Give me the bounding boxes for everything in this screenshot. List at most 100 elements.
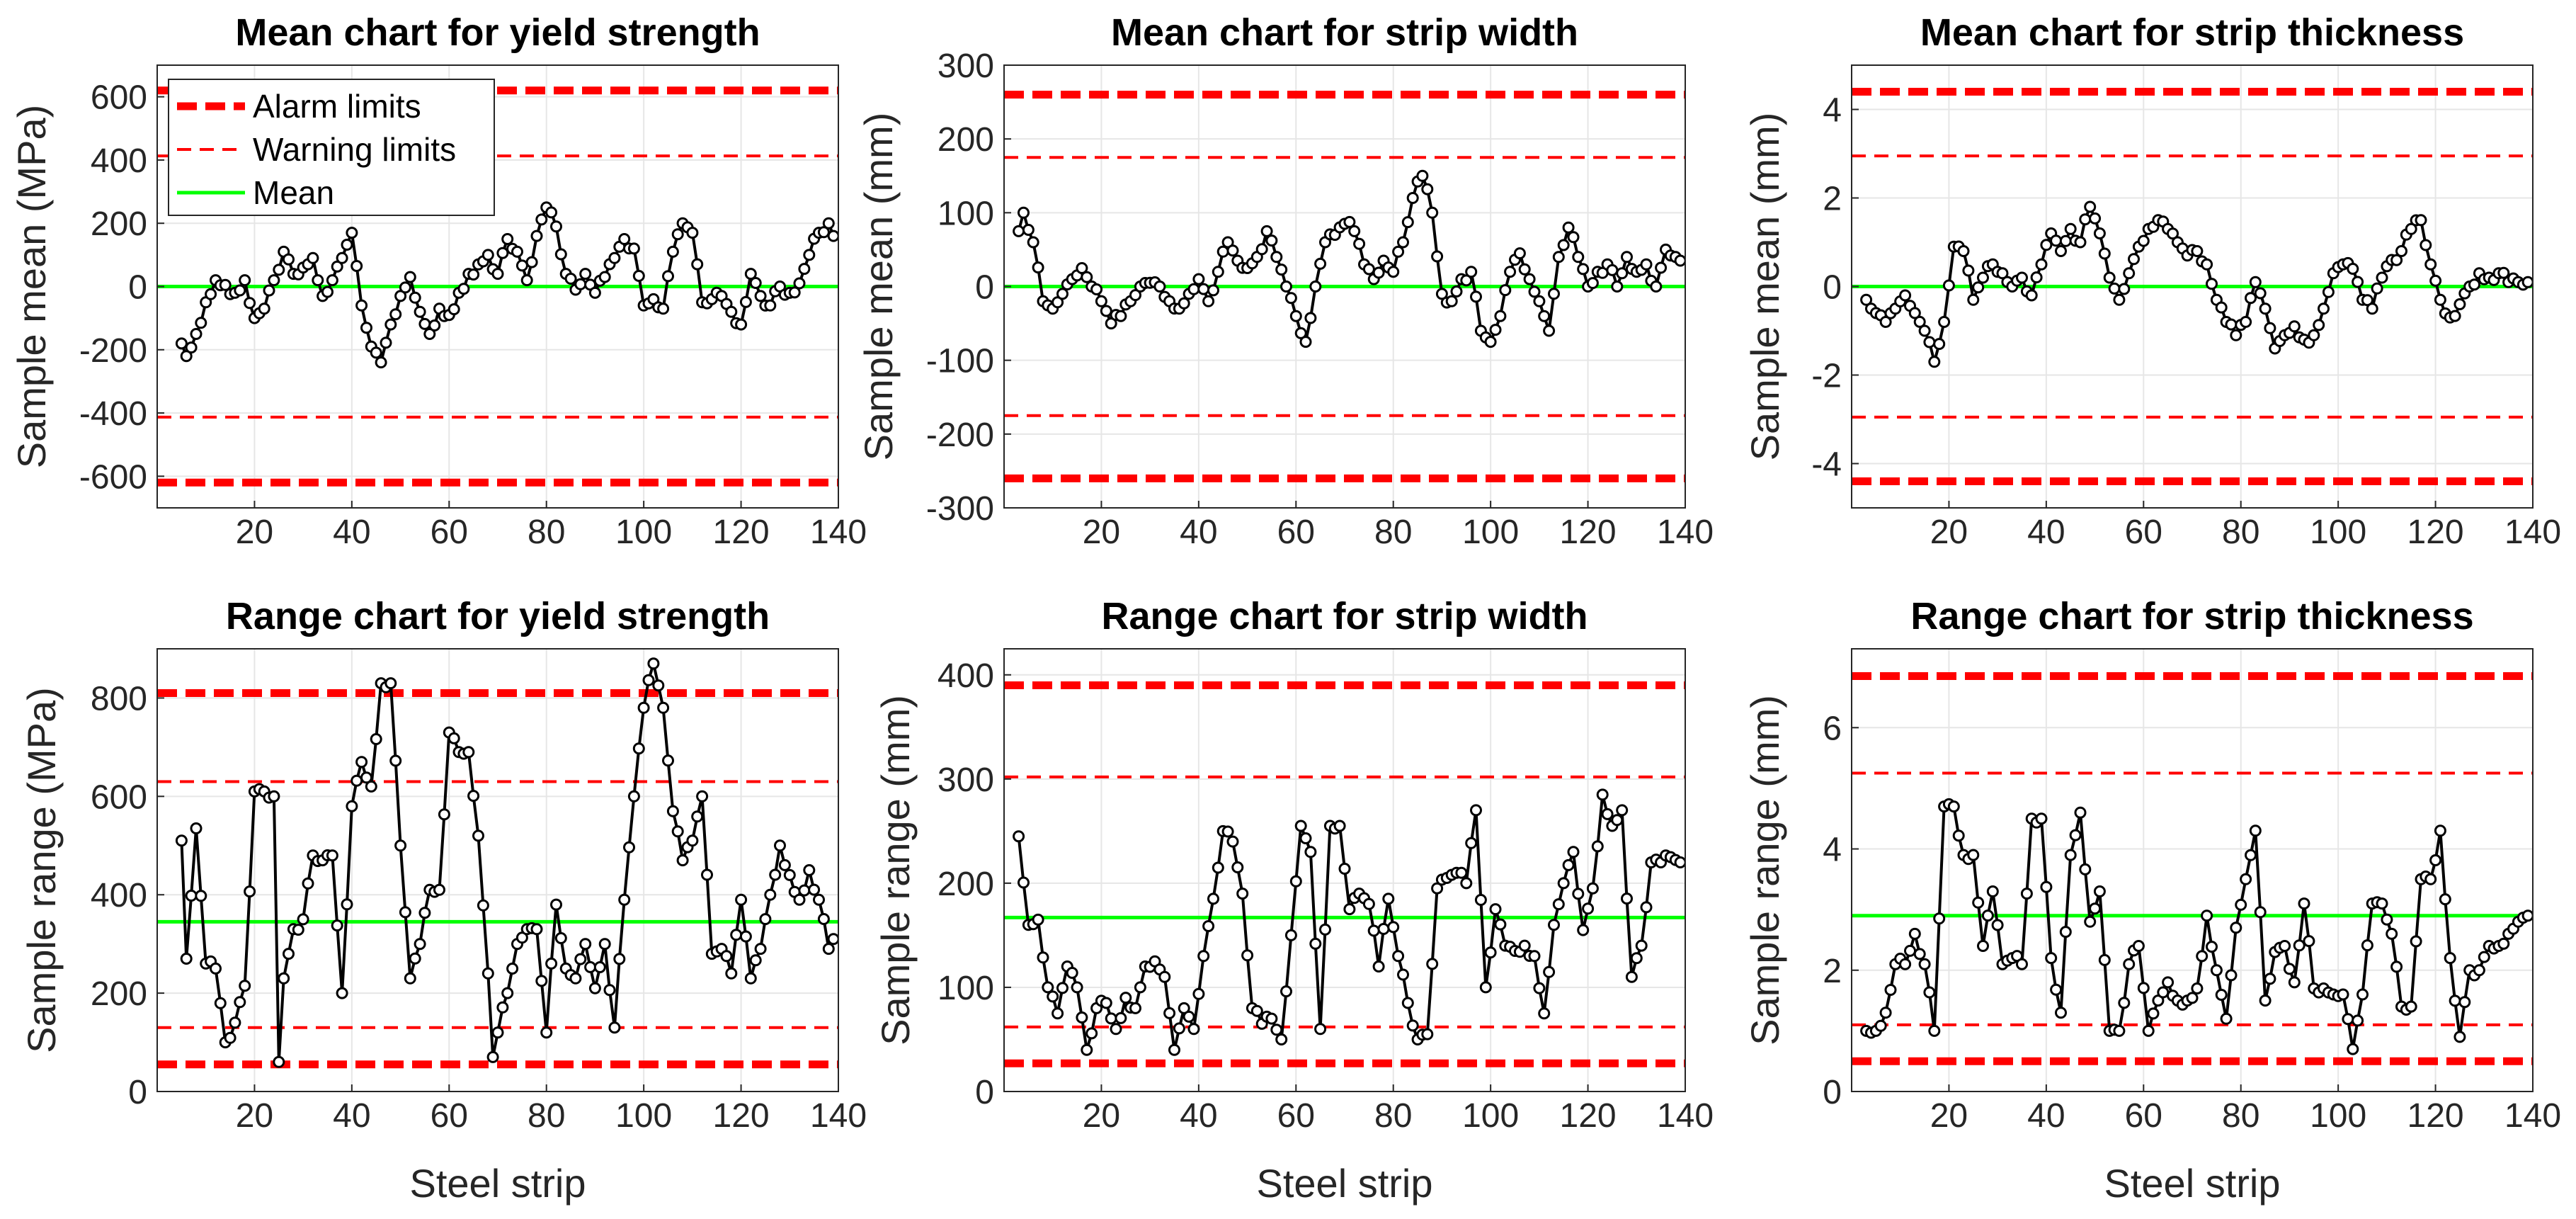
y-tick-label: 100 [937, 195, 994, 232]
data-point [389, 754, 402, 767]
data-point [1178, 1002, 1190, 1014]
data-point [1042, 981, 1054, 994]
data-point [554, 932, 567, 944]
y-tick-label: 300 [937, 47, 994, 85]
legend-alarm-label: Alarm limits [253, 88, 421, 125]
data-series [1013, 169, 1685, 348]
data-point [1470, 804, 1482, 817]
data-point [1129, 1002, 1141, 1014]
axes-box [156, 648, 839, 1092]
data-point [1202, 920, 1215, 932]
data-point [725, 967, 738, 980]
y-tick-label: -400 [79, 395, 147, 433]
data-point [803, 864, 816, 876]
data-point [535, 213, 548, 226]
y-tick-label: -2 [1811, 358, 1842, 395]
data-point [2089, 212, 2102, 225]
data-point [1942, 279, 1955, 292]
x-tick-label: 80 [2222, 1097, 2259, 1135]
data-point [1018, 876, 1030, 889]
data-point [375, 356, 387, 369]
y-tick-label: 400 [91, 877, 147, 914]
data-point [608, 1021, 621, 1034]
data-point [1343, 215, 1356, 228]
data-point [564, 273, 577, 285]
data-point [603, 984, 616, 997]
control-limits [1004, 91, 1685, 482]
data-point [1338, 863, 1351, 875]
data-point [2342, 1013, 2354, 1026]
y-tick-label: 0 [128, 269, 147, 307]
data-point [2264, 973, 2276, 985]
data-point [1280, 280, 1292, 293]
data-point [1265, 1012, 1278, 1025]
data-point [1216, 245, 1229, 258]
data-point [1621, 251, 1633, 263]
y-tick-label: 200 [937, 866, 994, 903]
data-point [1860, 293, 1873, 306]
data-point [754, 290, 767, 302]
data-point [2245, 849, 2257, 861]
x-tick-label: 80 [1374, 514, 1412, 551]
data-point [341, 239, 353, 251]
tick-labels: 20 40 60 80 100 120 140 -4 -2 0 2 4 [1811, 92, 2561, 552]
y-tick-label: 0 [1823, 1074, 1842, 1111]
data-point [2137, 982, 2150, 994]
data-point [1115, 310, 1127, 322]
data-point [1484, 336, 1497, 348]
data-point [2366, 302, 2378, 315]
data-point [671, 825, 684, 838]
data-point [1967, 849, 1980, 861]
x-tick-label: 140 [2504, 514, 2561, 551]
data-point [2201, 258, 2213, 271]
data-point [808, 883, 821, 896]
tick-labels: 20 40 60 80 100 120 140 0 100 200 300 400 [937, 657, 1714, 1135]
data-point [1562, 858, 1575, 871]
data-point [2142, 1024, 2155, 1037]
data-point [1387, 921, 1400, 934]
data-point [195, 890, 207, 902]
data-point [1552, 898, 1565, 911]
plot-area [1852, 649, 2533, 1092]
data-point [1972, 281, 1985, 294]
x-tick-label: 60 [2125, 514, 2162, 551]
data-point [1095, 295, 1107, 307]
data-point [1270, 1024, 1283, 1036]
y-tick-label: 200 [937, 121, 994, 159]
x-axis-label: Steel strip [2104, 1161, 2281, 1206]
x-tick-label: 60 [431, 1097, 468, 1135]
data-point [618, 893, 631, 906]
control-limits [1852, 672, 2533, 1065]
data-point [1406, 192, 1419, 204]
y-tick-label: 0 [128, 1074, 147, 1111]
data-point [1032, 261, 1044, 274]
data-point [550, 898, 562, 911]
data-point [2322, 285, 2335, 298]
x-tick-label: 100 [1462, 1097, 1519, 1135]
data-series [175, 201, 838, 369]
data-point [1372, 960, 1385, 973]
data-point [1977, 271, 1989, 284]
y-axis-label: Sample mean (MPa) [9, 105, 54, 469]
data-point [278, 972, 290, 985]
x-tick-label: 20 [236, 1097, 273, 1135]
data-point [671, 228, 684, 241]
data-point [472, 829, 484, 842]
data-point [404, 972, 416, 985]
data-point [1081, 1043, 1093, 1056]
data-series [1860, 200, 2533, 368]
data-point [219, 278, 232, 291]
data-point [769, 868, 782, 881]
data-point [2259, 302, 2272, 315]
data-point [1197, 950, 1210, 963]
data-point [2123, 958, 2136, 970]
data-point [467, 268, 480, 281]
data-point [632, 742, 645, 755]
data-point [1085, 1027, 1098, 1040]
data-point [2108, 282, 2121, 295]
data-point [1967, 293, 1980, 306]
data-point [501, 233, 514, 245]
y-tick-label: 2 [1823, 953, 1842, 990]
control-limits [1004, 681, 1685, 1067]
data-point [1611, 280, 1624, 293]
